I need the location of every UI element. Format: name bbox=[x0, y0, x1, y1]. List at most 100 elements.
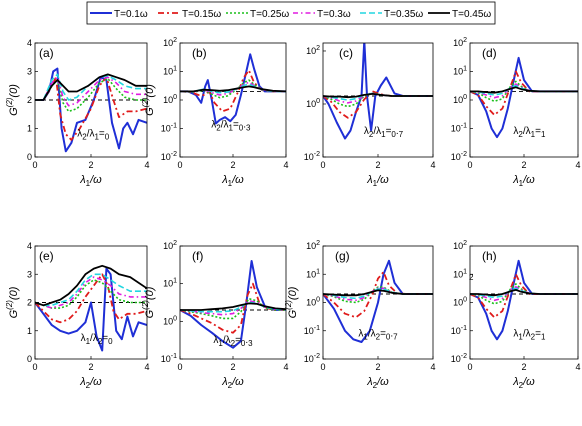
y-tick-label: 0 bbox=[27, 354, 32, 364]
y-tick-label: 102 bbox=[453, 37, 467, 48]
x-tick-label: 4 bbox=[283, 362, 288, 372]
series-line bbox=[35, 279, 147, 309]
series-line bbox=[323, 93, 433, 99]
y-tick-label: 2 bbox=[27, 95, 32, 105]
y-tick-label: 101 bbox=[163, 66, 177, 77]
y-tick-label: 100 bbox=[306, 297, 320, 308]
y-axis-label: G(2)(0) bbox=[141, 286, 156, 318]
legend-label: T=0.3ω bbox=[317, 9, 351, 20]
x-tick-label: 0 bbox=[177, 160, 182, 170]
series-line bbox=[323, 43, 433, 140]
panel-g: 0 2 4 10-2 10-1 100 101 102 (g) λ1/λ2=0.7 λ2/ω G(2)… bbox=[284, 240, 436, 390]
y-tick-label: 1 bbox=[27, 124, 32, 134]
legend-box bbox=[86, 1, 496, 25]
series-line bbox=[180, 301, 286, 313]
series-line bbox=[35, 276, 147, 309]
series-line bbox=[323, 287, 433, 302]
stray-mark: 2 bbox=[469, 273, 474, 282]
x-tick-label: 4 bbox=[144, 362, 149, 372]
y-tick-label: 100 bbox=[306, 98, 320, 109]
x-axis-label: λ1/ω bbox=[512, 174, 535, 188]
y-tick-label: 10-2 bbox=[304, 151, 320, 162]
y-tick-label: 10-1 bbox=[451, 325, 467, 336]
axes-frame bbox=[322, 42, 434, 158]
x-tick-label: 2 bbox=[88, 362, 93, 372]
panel-a: 0 2 4 0 1 2 3 4 (a) λ2/λ1=0 λ1/ω G(2)(0) bbox=[5, 38, 150, 188]
y-tick-label: 10-2 bbox=[451, 151, 467, 162]
series-group bbox=[35, 67, 147, 153]
ratio-annotation: λ2/λ1=0.3 bbox=[211, 119, 251, 132]
x-tick-label: 0 bbox=[32, 362, 37, 372]
legend-item: T=0.1ω bbox=[90, 9, 148, 20]
y-tick-label: 102 bbox=[306, 240, 320, 251]
legend-label: T=0.25ω bbox=[250, 9, 289, 20]
panel-e: 0 2 4 0 1 2 3 4 (e) λ1/λ2=0 λ2/ω G(2)(0) bbox=[5, 241, 150, 390]
series-line bbox=[180, 302, 286, 311]
y-tick-label: 10-1 bbox=[161, 123, 177, 134]
y-axis-label: G(2)(0) bbox=[141, 84, 156, 116]
panel-b: 0 2 4 10-2 10-1 100 101 102 (b) λ2/λ1=0.3 λ1/ω G(2)… bbox=[141, 37, 289, 188]
ratio-annotation: λ2/λ1=1 bbox=[513, 126, 546, 139]
y-axis-label: G(2)(0) bbox=[5, 286, 20, 318]
panel-label: (a) bbox=[39, 46, 54, 60]
panel-label: (g) bbox=[335, 249, 350, 263]
series-group bbox=[470, 56, 578, 139]
y-tick-label: 100 bbox=[163, 94, 177, 105]
series-group bbox=[323, 43, 433, 140]
series-line bbox=[180, 85, 286, 93]
legend-label: T=0.15ω bbox=[182, 9, 221, 20]
axes-frame bbox=[469, 42, 579, 158]
x-tick-label: 2 bbox=[230, 362, 235, 372]
ratio-annotation: λ2/λ1=0 bbox=[77, 128, 110, 141]
ratio-annotation: λ1/λ2=0 bbox=[81, 333, 114, 346]
x-tick-label: 4 bbox=[430, 160, 435, 170]
series-line bbox=[35, 264, 147, 307]
series-line bbox=[470, 289, 578, 297]
y-tick-label: 10-1 bbox=[451, 123, 467, 134]
series-line bbox=[470, 283, 578, 305]
y-tick-label: 102 bbox=[163, 37, 177, 48]
panel-f: 0 2 4 10-1 100 101 102 (f) λ1/λ2=0.3 λ2/ω G(2)(0) bbox=[141, 240, 289, 390]
panel-label: (e) bbox=[39, 249, 54, 263]
series-line bbox=[323, 286, 433, 304]
series-line bbox=[35, 267, 147, 352]
legend-label: T=0.1ω bbox=[114, 9, 148, 20]
y-tick-label: 1 bbox=[27, 326, 32, 336]
x-tick-label: 4 bbox=[430, 362, 435, 372]
series-group bbox=[180, 260, 286, 349]
ratio-annotation: λ2/λ1=0.7 bbox=[364, 126, 404, 139]
x-tick-label: 2 bbox=[521, 362, 526, 372]
x-tick-label: 0 bbox=[32, 160, 37, 170]
y-tick-label: 4 bbox=[27, 241, 32, 251]
x-tick-label: 0 bbox=[320, 362, 325, 372]
panel-label: (h) bbox=[482, 249, 497, 263]
x-axis-label: λ2/ω bbox=[512, 376, 535, 390]
x-tick-label: 0 bbox=[467, 362, 472, 372]
series-line bbox=[470, 80, 578, 103]
panel-label: (b) bbox=[192, 46, 207, 60]
y-tick-label: 101 bbox=[453, 268, 467, 279]
series-line bbox=[470, 86, 578, 94]
series-line bbox=[35, 73, 147, 101]
x-tick-label: 4 bbox=[575, 362, 580, 372]
y-tick-label: 10-2 bbox=[161, 151, 177, 162]
y-tick-label: 3 bbox=[27, 269, 32, 279]
panels: 0 2 4 0 1 2 3 4 (a) λ2/λ1=0 λ1/ω G(2)(0) 0 2 4 10-2 10-1… bbox=[5, 37, 581, 390]
series-line bbox=[35, 273, 147, 324]
series-group bbox=[35, 264, 147, 352]
series-group bbox=[180, 53, 286, 125]
x-tick-label: 2 bbox=[375, 362, 380, 372]
series-line bbox=[35, 76, 147, 141]
x-axis-label: λ2/ω bbox=[221, 376, 244, 390]
y-tick-label: 10-1 bbox=[304, 325, 320, 336]
x-axis-label: λ2/ω bbox=[79, 376, 102, 390]
series-line bbox=[35, 76, 147, 107]
panel-label: (f) bbox=[192, 249, 203, 263]
legend: T=0.1ω T=0.15ω T=0.25ω T=0.3ω T=0.35ω T=0.45ω bbox=[86, 1, 496, 25]
series-line bbox=[35, 273, 147, 307]
panel-d: 0 2 4 10-2 10-1 100 101 102 (d) λ2/λ1=1 λ1/ω bbox=[451, 37, 581, 188]
y-tick-label: 2 bbox=[27, 298, 32, 308]
legend-label: T=0.35ω bbox=[384, 9, 423, 20]
legend-item: T=0.35ω bbox=[360, 9, 423, 20]
